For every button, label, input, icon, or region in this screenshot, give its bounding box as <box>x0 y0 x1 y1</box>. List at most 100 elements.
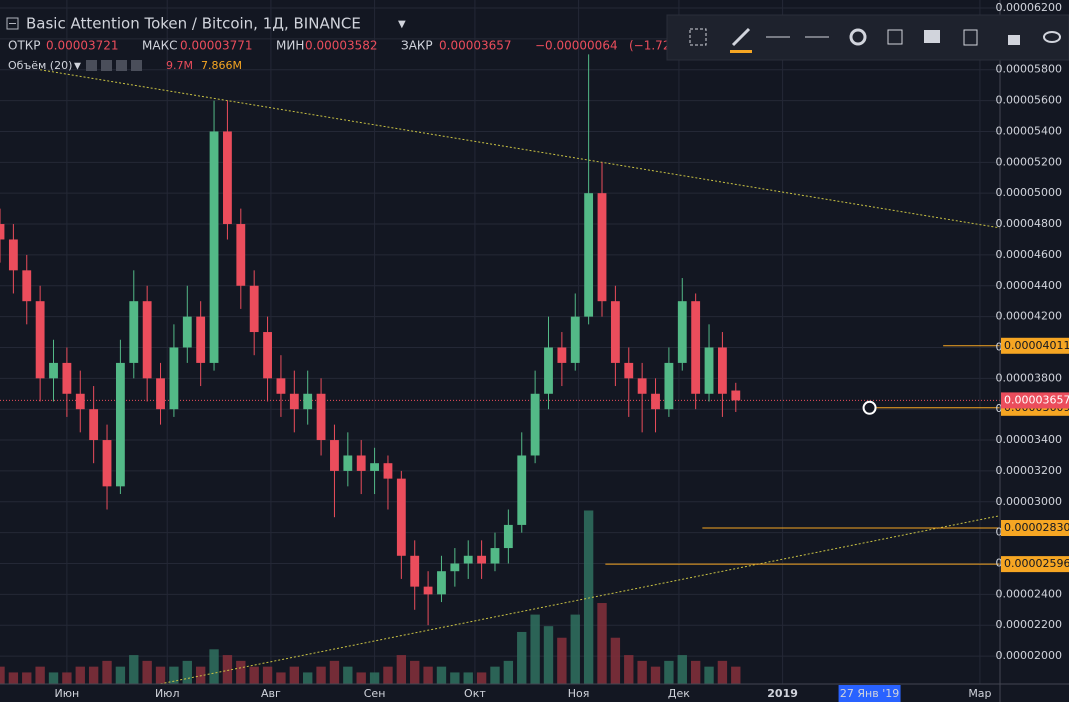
candle-body <box>35 301 45 379</box>
volume-bar <box>383 666 393 684</box>
volume-bar <box>88 666 99 684</box>
x-tick-label: Авг <box>261 687 281 700</box>
tool-lock[interactable] <box>1008 35 1020 45</box>
y-tick-label: 0.00002000 <box>996 649 1062 662</box>
candle-body <box>89 409 99 441</box>
volume-bar <box>8 672 19 684</box>
control-more[interactable] <box>116 60 127 71</box>
candle-body <box>276 378 286 394</box>
candle-body <box>717 347 727 394</box>
volume-bar <box>343 666 353 684</box>
control-remove[interactable] <box>131 60 142 71</box>
control-settings[interactable] <box>101 60 112 71</box>
volume-bar <box>650 666 661 684</box>
candle-body <box>316 393 326 441</box>
tool-select[interactable] <box>689 28 707 46</box>
x-tick-label: 2019 <box>767 687 798 700</box>
candle-body <box>330 440 339 471</box>
volume-bar <box>503 660 514 684</box>
tool-brush[interactable] <box>731 27 751 47</box>
candle-body <box>62 362 72 394</box>
candle-body <box>115 362 125 487</box>
tool-alert[interactable] <box>887 29 903 45</box>
candle-body <box>249 285 259 333</box>
tool-hide[interactable] <box>1043 31 1061 43</box>
candles <box>0 54 741 626</box>
volume-bar <box>664 660 674 684</box>
volume-title: Объём (20) <box>8 59 72 72</box>
ohlc-label: МАКС <box>142 39 177 53</box>
symbol-caret[interactable]: ▼ <box>398 19 406 30</box>
volume-bar <box>476 672 487 684</box>
volume-bar <box>731 666 741 684</box>
change-value: −0.00000064 <box>535 39 618 53</box>
volume-bar <box>155 666 166 684</box>
candle-body <box>691 301 701 394</box>
candle-body <box>0 224 5 240</box>
price-label-bg <box>1001 337 1069 354</box>
volume-bar <box>637 660 647 684</box>
candle-body <box>731 390 741 401</box>
candle-body <box>503 524 513 549</box>
ohlc-label: ЗАКР <box>401 39 433 53</box>
collapse-icon[interactable] <box>6 17 19 30</box>
candle-body <box>182 316 192 348</box>
volume-bar <box>436 666 447 684</box>
volume-bar <box>129 655 139 684</box>
volume-bar <box>316 666 326 684</box>
x-tick-label: Мар <box>968 687 991 700</box>
candle-body <box>463 555 473 564</box>
volume-caret[interactable]: ▼ <box>74 62 81 72</box>
volume-bar <box>463 672 473 684</box>
volume-bar <box>75 666 85 684</box>
ohlc-label: ОТКР <box>8 39 41 53</box>
candle-body <box>610 301 620 363</box>
volume-bar <box>249 666 259 684</box>
volume-bar <box>303 672 313 684</box>
ohlc-value: 0.00003771 <box>180 39 253 53</box>
tool-clone[interactable] <box>963 29 978 46</box>
volume-bar <box>423 666 433 684</box>
y-tick-label: 0.00005800 <box>996 63 1062 76</box>
volume-controls <box>86 60 142 71</box>
candle-body <box>704 347 714 394</box>
price-label: 0.00002830 <box>1004 521 1069 534</box>
volume-bar <box>704 666 714 684</box>
volume-bar <box>102 660 112 684</box>
tool-color[interactable] <box>730 50 752 53</box>
volume-bar <box>517 631 527 684</box>
y-tick-label: 0.00005200 <box>996 155 1062 168</box>
tool-template[interactable] <box>924 30 940 43</box>
price-label-bg <box>1001 520 1069 537</box>
volume-bar <box>410 660 420 684</box>
tool-settings[interactable] <box>849 28 867 46</box>
candle-body <box>223 131 232 225</box>
candle-body <box>383 463 393 479</box>
toolbar-bg <box>666 14 1069 61</box>
candle-body <box>196 316 206 363</box>
last-price-label: 0.00003657 <box>1004 393 1069 406</box>
volume-bar <box>610 637 621 684</box>
price-label: 0.00004011 <box>1004 339 1069 352</box>
y-tick-label: 0.00004200 <box>996 310 1062 323</box>
x-tick-label: Июн <box>55 687 80 700</box>
volume-ma: 7.866M <box>201 59 242 72</box>
drawings <box>0 69 1001 685</box>
control-hide[interactable] <box>86 60 97 71</box>
y-tick-label: 0.00002400 <box>996 587 1062 600</box>
x-tick-label: Ноя <box>568 687 590 700</box>
ohlc-value: 0.00003657 <box>439 39 512 53</box>
candle-body <box>22 270 32 302</box>
drawing-handle <box>862 400 877 415</box>
volume-bar <box>624 655 634 684</box>
symbol-title[interactable]: Basic Attention Token / Bitcoin, 1Д, BIN… <box>26 15 361 33</box>
y-tick-label: 0.00005000 <box>996 186 1062 199</box>
y-tick-label: 0.00004800 <box>996 217 1062 230</box>
volume-bar <box>182 660 192 684</box>
x-tick-label: Сен <box>364 687 386 700</box>
y-tick-label: 0.00006200 <box>996 1 1062 14</box>
candle-body <box>49 362 58 379</box>
candle-body <box>169 347 179 410</box>
candle-body <box>343 455 353 471</box>
volume-bar <box>48 672 59 684</box>
